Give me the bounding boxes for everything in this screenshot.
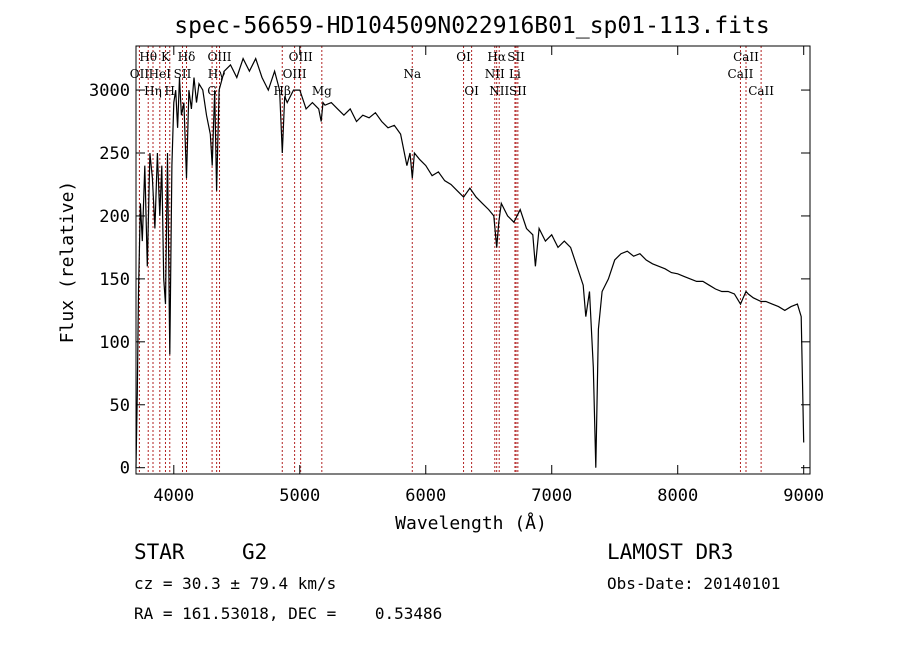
x-tick-label-2: 6000 [405,486,446,506]
line-label-1: OII [130,67,150,81]
line-label-0: Hθ [139,50,157,64]
line-label-9: Hγ [208,67,226,81]
line-label-17: OI [464,84,479,98]
x-tick-label-1: 5000 [279,486,320,506]
survey-name: LAMOST DR3 [607,540,734,564]
spectrum-line [135,57,805,468]
coordinates-readout: RA = 161.53018, DEC = 0.53486 [134,604,443,623]
line-label-7: H [165,84,175,98]
x-axis-ticks: 4000 5000 6000 7000 8000 9000 [153,46,824,506]
x-tick-label-0: 4000 [153,486,194,506]
spectral-subclass: G2 [242,540,268,564]
line-label-11: OIII [289,50,313,64]
line-label-6: Hδ [178,50,196,64]
line-label-2: Hη [144,84,162,98]
observation-date: Obs-Date: 20140101 [607,574,781,593]
line-label-23: SII [509,84,527,98]
spectral-line-markers [138,46,762,474]
line-label-26: CaII [748,84,774,98]
line-label-19: NII [485,67,505,81]
y-tick-label-3: 150 [99,270,130,290]
line-label-5: SII [174,67,192,81]
y-tick-label-2: 100 [99,333,130,353]
x-tick-label-3: 7000 [531,486,572,506]
line-label-20: NII [489,84,509,98]
y-tick-label-4: 200 [99,207,130,227]
line-label-24: CaII [733,50,759,64]
line-label-15: Na [403,67,421,81]
x-axis-label: Wavelength (Å) [395,512,547,534]
object-type: STAR [134,540,185,564]
line-label-25: CaII [728,67,754,81]
line-label-10: G [207,84,217,98]
y-axis-ticks: 0 50 100 150 200 250 3000 [89,81,810,479]
y-tick-label-6: 3000 [89,81,130,101]
x-tick-label-5: 9000 [783,486,824,506]
line-label-13: Hβ [274,84,291,98]
y-tick-label-1: 50 [110,396,130,416]
x-tick-label-4: 8000 [657,486,698,506]
chart-title: spec-56659-HD104509N022916B01_sp01-113.f… [174,13,769,39]
line-label-8: OIII [207,50,231,64]
line-label-14: Mg [312,84,332,98]
line-label-16: OI [456,50,471,64]
y-axis-label: Flux (relative) [57,181,78,344]
plot-frame [135,45,811,475]
redshift-readout: cz = 30.3 ± 79.4 km/s [134,574,337,593]
line-label-18: Hα [487,50,506,64]
line-label-4: K [161,50,171,64]
line-label-22: Li [509,67,521,81]
y-tick-label-0: 0 [120,459,130,479]
line-label-3: HeI [149,67,172,81]
line-label-21: SII [507,50,525,64]
line-label-12: OIII [283,67,307,81]
y-tick-label-5: 250 [99,144,130,164]
